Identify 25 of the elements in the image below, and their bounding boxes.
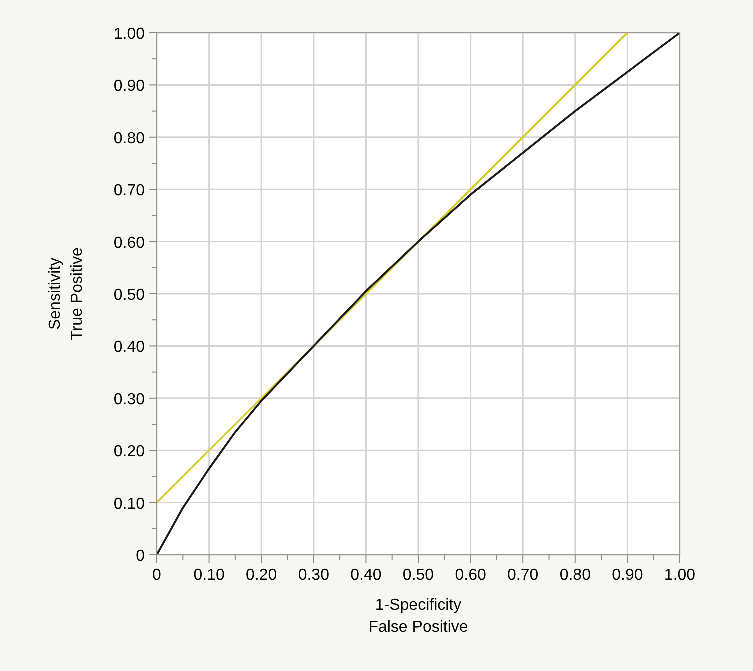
x-tick-label: 0.60: [455, 567, 486, 584]
y-tick-label: 1.00: [114, 26, 146, 43]
x-tick-label: 0.40: [350, 567, 382, 584]
x-tick-label: 0.30: [298, 567, 330, 584]
x-tick-label: 0.20: [246, 567, 278, 584]
x-tick-label: 0.90: [612, 567, 644, 584]
y-tick-label: 0.10: [114, 496, 146, 513]
y-tick-label: 0.40: [114, 339, 146, 356]
y-tick-label: 0.20: [114, 444, 146, 461]
x-axis-title: 1-Specificity False Positive: [368, 597, 468, 636]
y-tick-label: 0.50: [114, 287, 146, 304]
y-tick-label: 0.90: [114, 78, 146, 96]
y-tick-label: 0.70: [114, 182, 146, 200]
x-tick-label: 0.50: [402, 567, 434, 584]
y-tick-label: 0.60: [114, 234, 146, 252]
x-tick-label: 0: [152, 567, 162, 584]
x-tick-label: 0.80: [560, 567, 592, 584]
line-series: [156, 32, 681, 556]
y-tick-label: 0.80: [114, 130, 146, 148]
y-axis-title: Sensitivity True Positive: [47, 248, 86, 340]
x-tick-label: 1.00: [664, 567, 696, 584]
x-tick-label: 0.10: [194, 567, 225, 584]
y-tick-label: 0.30: [114, 391, 146, 408]
x-tick-label: 0.70: [508, 567, 539, 584]
y-tick-label: 0: [136, 548, 146, 565]
